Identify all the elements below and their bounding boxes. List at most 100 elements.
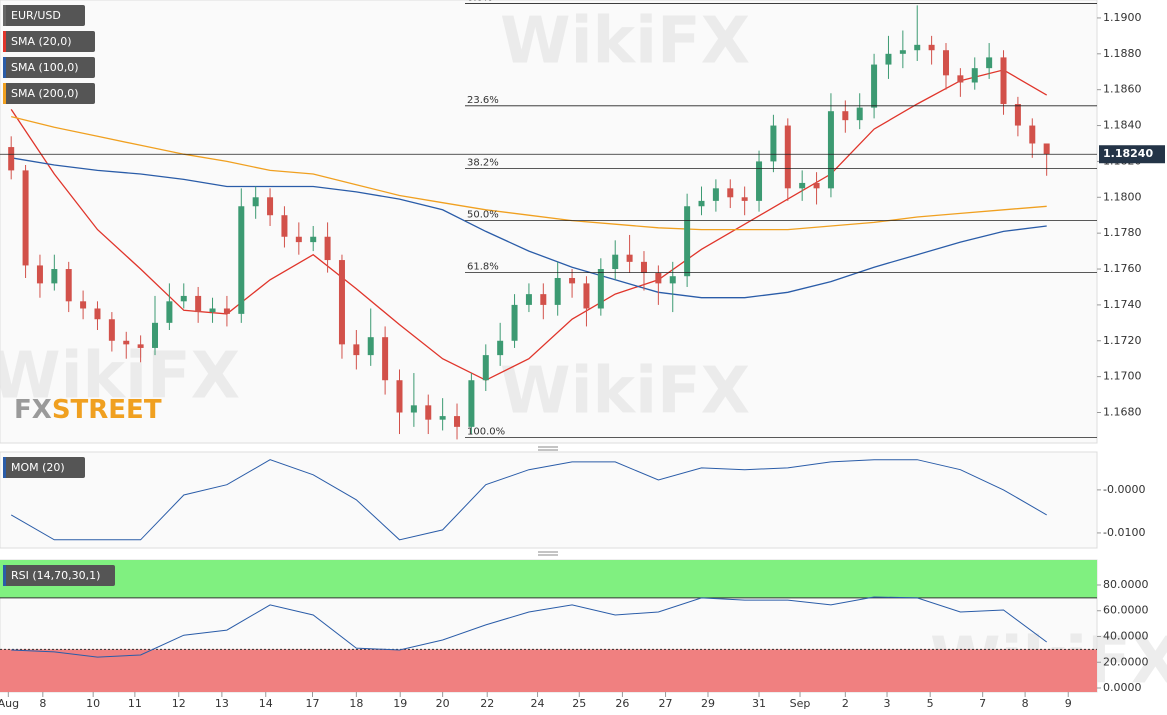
candle-body [842,111,849,121]
legend-box [3,31,95,52]
candle-body [1029,125,1036,144]
candle-body [525,294,532,305]
x-tick-label: 11 [128,697,142,710]
candle-body [871,64,878,108]
legend-box [3,5,85,26]
legend-swatch [3,83,6,104]
mom-panel [0,451,1098,549]
candle-body [827,111,834,189]
fib-label: 23.6% [467,95,499,106]
candle-body [957,75,964,83]
candle-body [741,197,748,201]
panel-grip [538,446,558,556]
candle-body [899,50,906,54]
candle-body [137,344,144,348]
x-tick-label: 3 [884,697,891,710]
candle-body [410,405,417,413]
candle-body [928,44,935,51]
x-tick-label: Aug [0,697,19,710]
x-tick-label: 13 [215,697,229,710]
y-tick-label: -0.0000 [1103,483,1145,496]
candle-body [684,206,691,277]
legend-swatch [3,31,6,52]
indicator-line [10,69,1048,381]
x-tick-label: 29 [701,697,715,710]
y-tick-label: 1.1740 [1103,298,1142,311]
candle-body [942,50,949,76]
candle-body [971,68,978,83]
candle-body [367,337,374,356]
indicator-title: RSI (14,70,30,1) [11,569,100,582]
x-tick-label: 5 [927,697,934,710]
x-tick-label: 31 [752,697,766,710]
candle-body [569,277,576,284]
candle-body [195,295,202,313]
candle-body [166,301,173,323]
legend-label: SMA (100,0) [11,61,79,74]
candle-body [36,265,43,284]
candle-body [770,125,777,162]
x-tick-label: 10 [86,697,100,710]
x-tick-label: Sep [790,697,811,710]
fib-label: 0.0% [467,0,492,4]
watermark: WikiFX [500,355,750,429]
indicator-legend-box [3,565,115,586]
candle-body [698,200,705,207]
x-tick-label: 19 [393,697,407,710]
candle-body [799,182,806,189]
y-tick-label: 1.1900 [1103,11,1142,24]
legend-swatch [3,5,6,26]
candle-body [22,170,29,266]
logo: FXSTREET [14,395,162,425]
candle-body [223,308,230,314]
y-tick-label: 40.0000 [1103,629,1149,642]
candle-body [209,308,216,313]
fib-label: 100.0% [467,427,505,438]
x-tick-label: 24 [531,697,545,710]
candle-body [468,380,475,427]
candle-body [784,125,791,189]
candle-body [382,337,389,381]
y-tick-label: 1.1840 [1103,119,1142,132]
candle-body [353,344,360,356]
candle-body [281,215,288,237]
candle-body [108,319,115,341]
logo-part: STREET [52,395,162,425]
indicator-line [10,459,1047,541]
candle-body [454,416,461,427]
x-tick-label: 9 [1065,697,1072,710]
x-tick-label: 2 [842,697,849,710]
candle-body [252,197,259,207]
x-tick-label: 26 [615,697,629,710]
fib-label: 61.8% [467,262,499,273]
y-tick-label: 1.1880 [1103,47,1142,60]
y-tick-label: 1.1800 [1103,190,1142,203]
candle-body [583,283,590,309]
y-tick-label: 1.1860 [1103,83,1142,96]
candle-body [813,182,820,189]
candle-body [180,295,187,302]
candle-body [123,340,130,345]
candle-body [540,294,547,305]
candle-body [396,380,403,413]
candle-body [1043,143,1050,155]
candle-body [324,236,331,261]
legend-box [3,57,95,78]
candle-body [238,206,245,314]
indicator-line [11,157,1047,299]
candle-body [80,301,87,309]
x-tick-label: 27 [659,697,673,710]
candle-body [310,236,317,243]
y-tick-label: 1.1680 [1103,406,1142,419]
candle-body [94,308,101,320]
logo-part: FX [14,395,52,425]
x-tick-label: 22 [480,697,494,710]
x-tick-label: 12 [172,697,186,710]
watermark: WikiFX [500,5,750,79]
legend-box [3,83,95,104]
y-tick-label: 20.0000 [1103,655,1149,668]
x-tick-label: 18 [349,697,363,710]
candle-body [8,147,15,171]
candle-body [497,340,504,356]
candle-body [597,269,604,309]
